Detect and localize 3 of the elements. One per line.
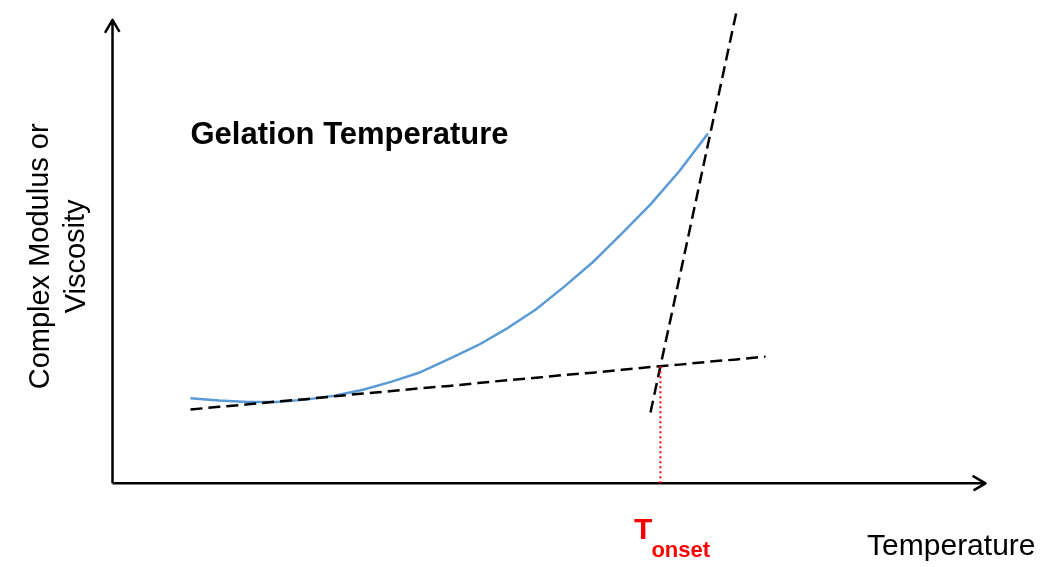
- y-axis-title: Complex Modulus or Viscosity: [22, 123, 91, 390]
- text: Gelation Temperature: [190, 115, 509, 151]
- x-axis-title: Temperature: [867, 528, 1036, 562]
